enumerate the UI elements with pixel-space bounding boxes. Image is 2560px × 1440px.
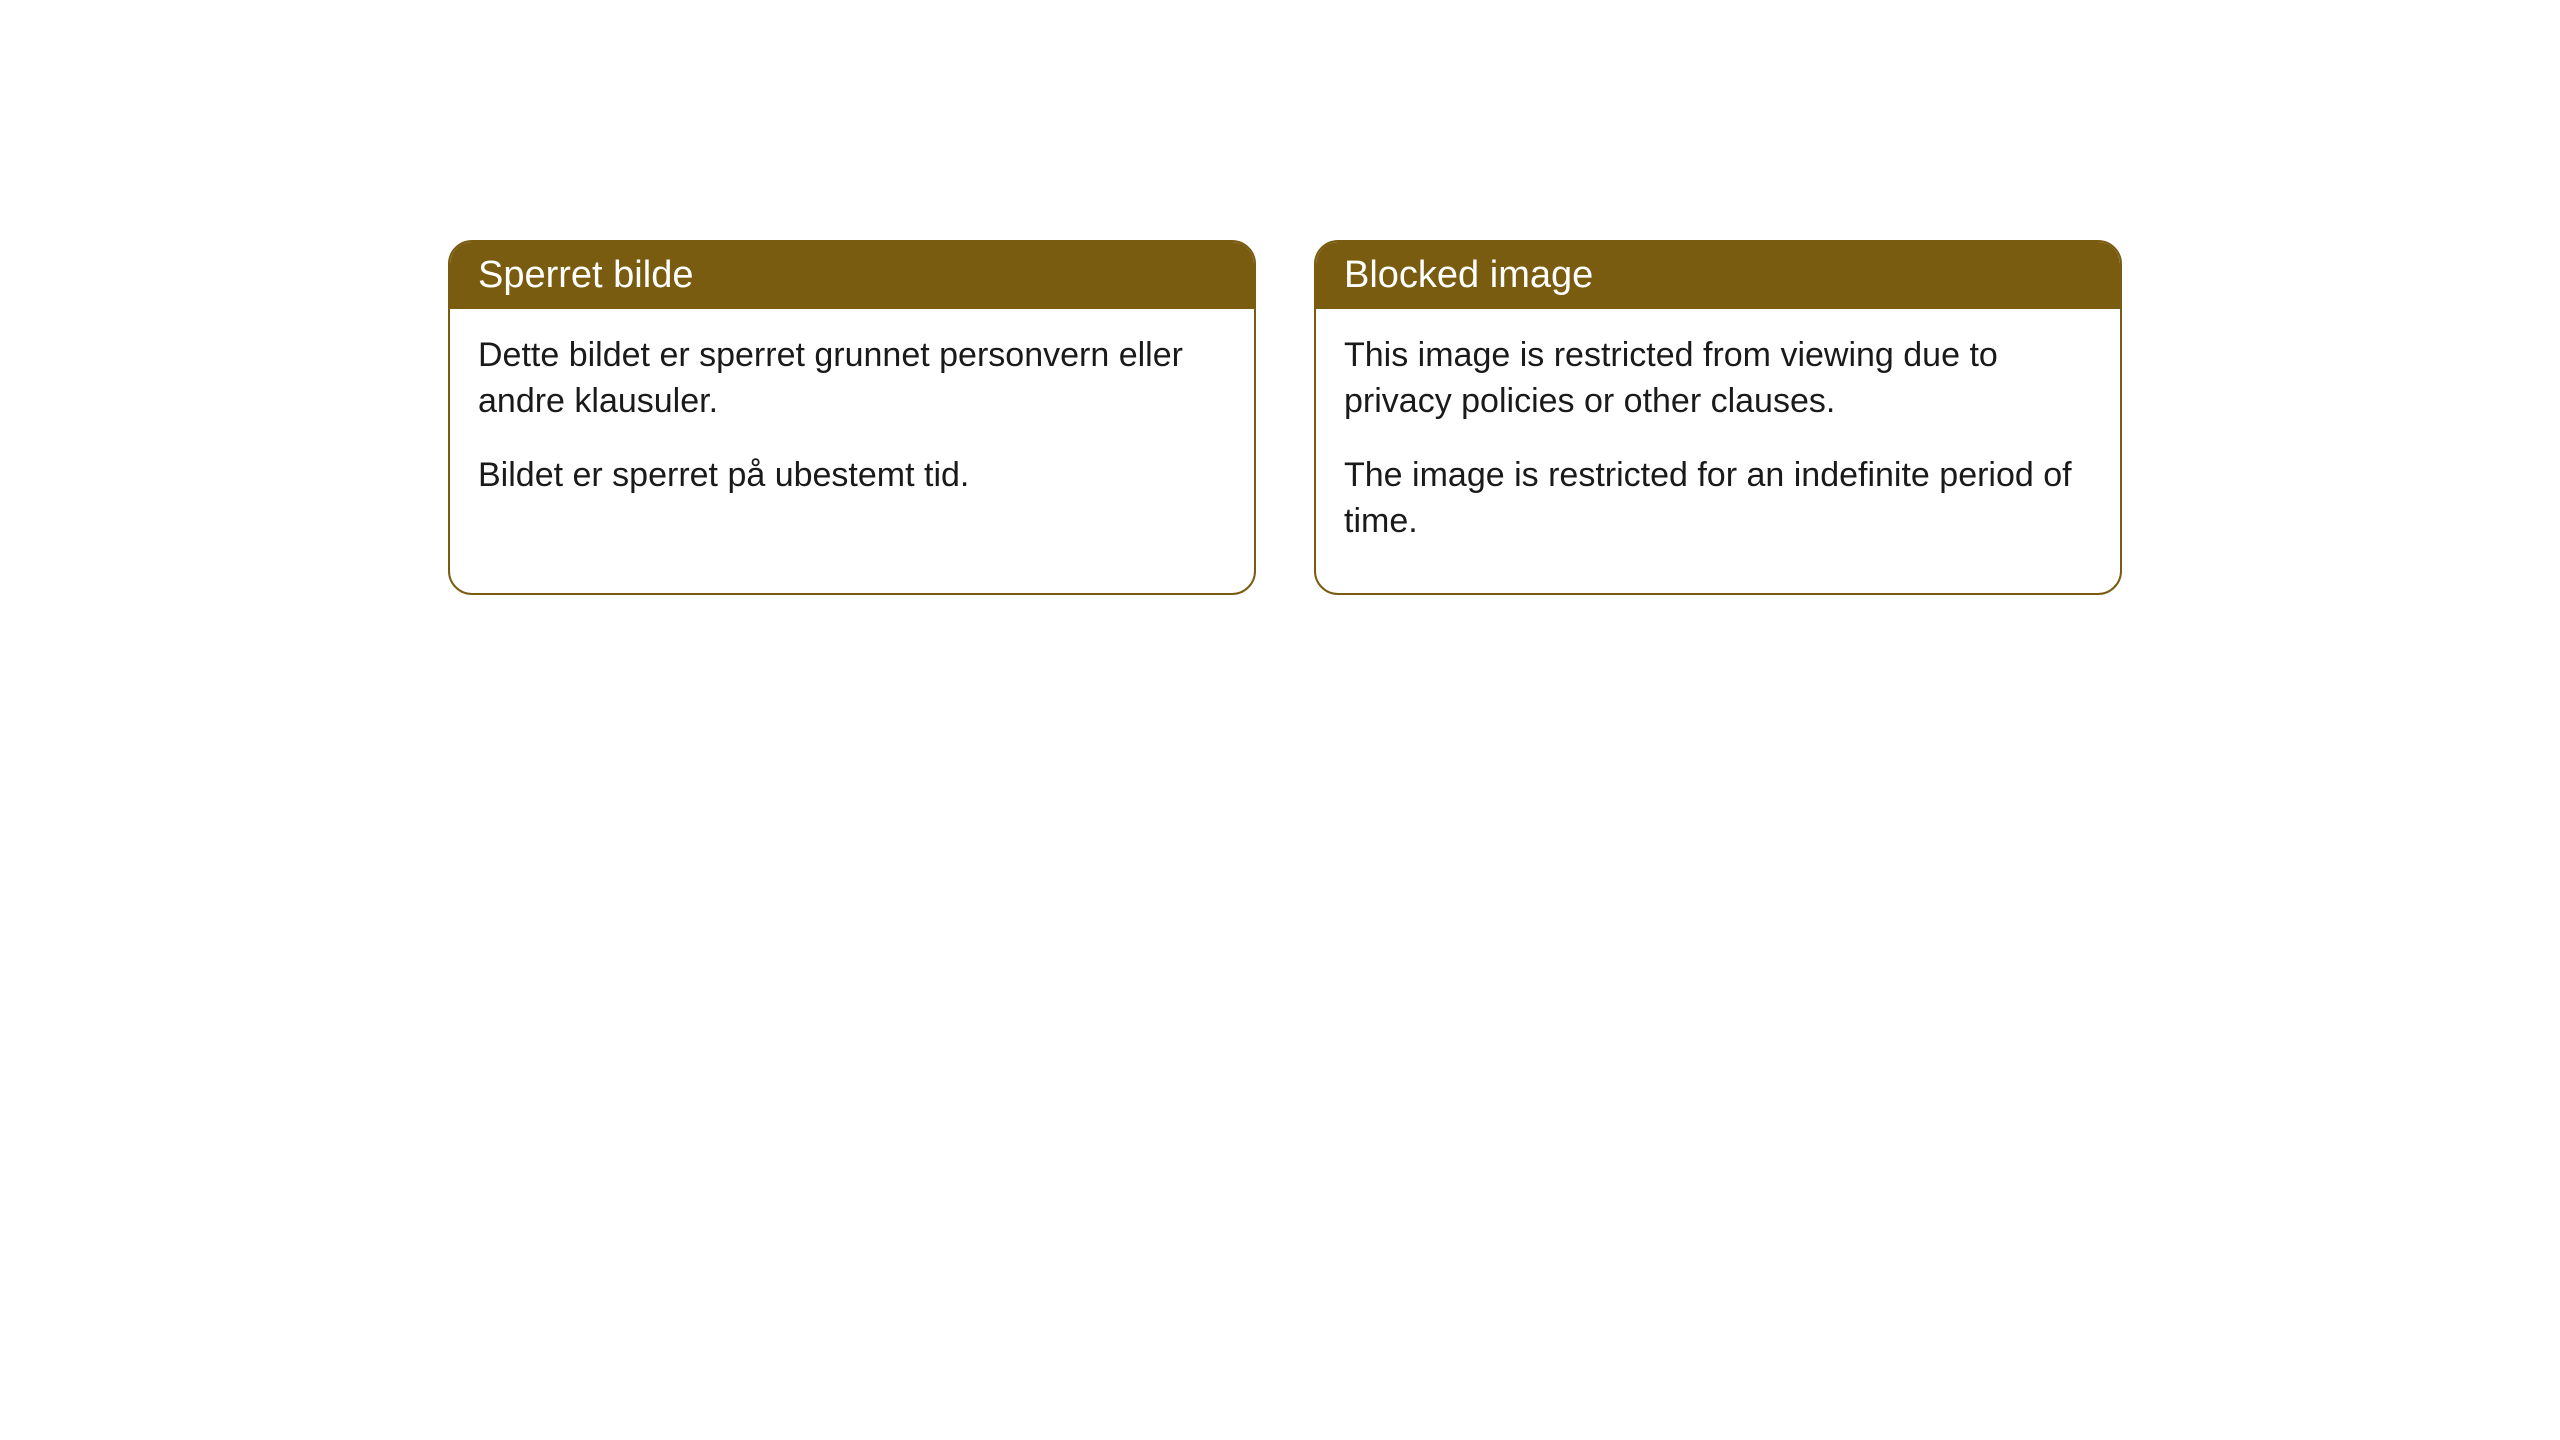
notice-cards-container: Sperret bilde Dette bildet er sperret gr…: [448, 240, 2122, 595]
card-header: Sperret bilde: [450, 242, 1254, 309]
card-body: Dette bildet er sperret grunnet personve…: [450, 309, 1254, 547]
card-title: Blocked image: [1344, 254, 1593, 296]
card-paragraph: Bildet er sperret på ubestemt tid.: [478, 453, 1226, 499]
card-title: Sperret bilde: [478, 254, 693, 296]
card-header: Blocked image: [1316, 242, 2120, 309]
card-paragraph: Dette bildet er sperret grunnet personve…: [478, 333, 1226, 425]
card-paragraph: The image is restricted for an indefinit…: [1344, 453, 2092, 545]
card-body: This image is restricted from viewing du…: [1316, 309, 2120, 593]
blocked-image-card-norwegian: Sperret bilde Dette bildet er sperret gr…: [448, 240, 1256, 595]
blocked-image-card-english: Blocked image This image is restricted f…: [1314, 240, 2122, 595]
card-paragraph: This image is restricted from viewing du…: [1344, 333, 2092, 425]
